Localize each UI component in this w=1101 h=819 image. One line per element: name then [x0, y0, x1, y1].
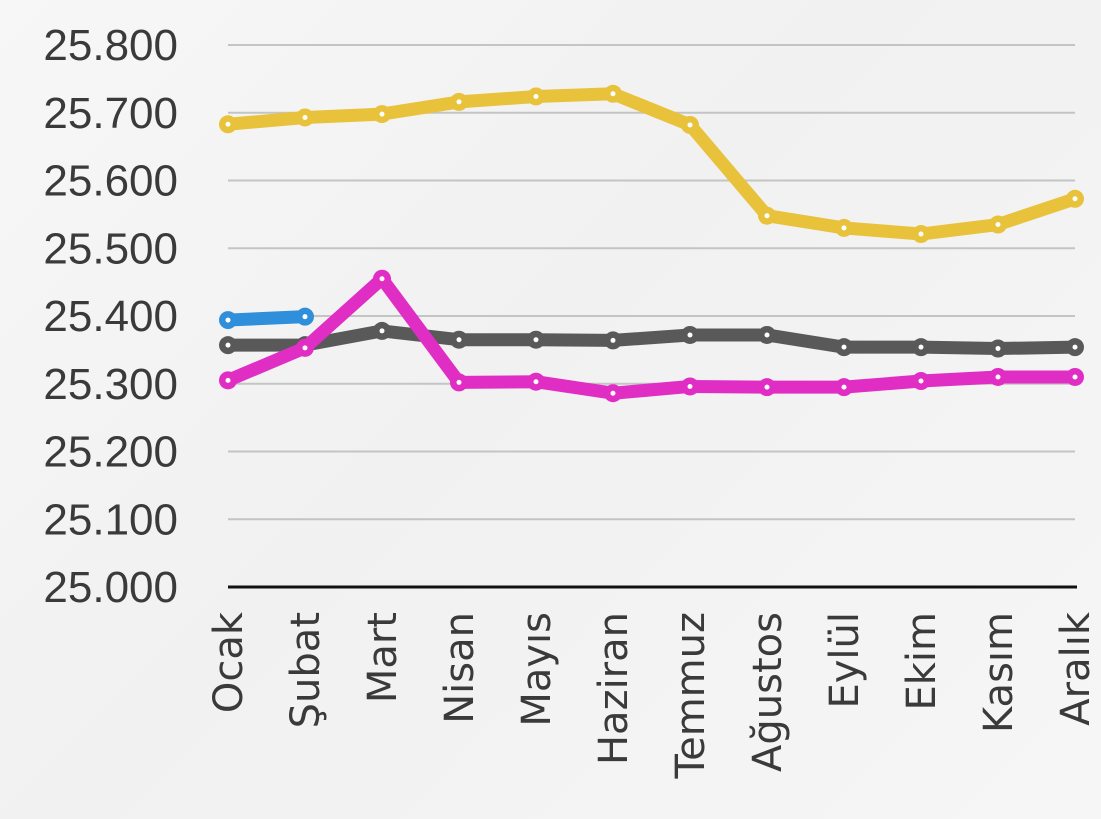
data-point-center	[302, 314, 308, 320]
series-line	[221, 272, 1082, 400]
series-3	[219, 307, 314, 330]
y-tick-label: 25.600	[43, 157, 178, 206]
data-point-center	[764, 384, 770, 390]
data-point-center	[533, 93, 539, 99]
series-2	[219, 269, 1084, 403]
data-point-center	[456, 337, 462, 343]
x-tick-label: Mart	[360, 612, 406, 703]
data-point-center	[379, 276, 385, 282]
y-tick-label: 25.100	[43, 495, 178, 544]
data-point-center	[995, 374, 1001, 380]
data-point-center	[764, 213, 770, 219]
x-axis-ticks: Ocak Şubat Mart Nisan Mayıs Haziran Temmuz Ağus…	[206, 611, 1099, 779]
data-point-center	[533, 379, 539, 385]
data-point-center	[225, 377, 231, 383]
data-point-center	[225, 342, 231, 348]
data-point-center	[841, 344, 847, 350]
data-point-center	[995, 222, 1001, 228]
x-tick-label: Mayıs	[514, 612, 560, 727]
y-tick-label: 25.700	[43, 89, 178, 138]
data-point-center	[379, 328, 385, 334]
data-point-center	[610, 337, 616, 343]
x-tick-label: Şubat	[283, 612, 329, 728]
data-point-center	[1072, 374, 1078, 380]
x-tick-label: Aralık	[1053, 611, 1099, 726]
data-point-center	[995, 346, 1001, 352]
data-point-center	[610, 390, 616, 396]
y-tick-label: 25.000	[43, 563, 178, 612]
data-point-center	[456, 379, 462, 385]
x-tick-label: Kasım	[976, 612, 1022, 733]
series-1	[219, 321, 1084, 358]
data-point-center	[610, 91, 616, 97]
data-point-center	[302, 345, 308, 351]
y-tick-label: 25.800	[43, 21, 178, 70]
y-axis-ticks: 25.000 25.100 25.200 25.300 25.400 25.500 25.6…	[43, 21, 178, 612]
series-0	[219, 84, 1084, 244]
x-tick-label: Ekim	[899, 612, 945, 711]
y-tick-label: 25.500	[43, 224, 178, 273]
data-point-center	[687, 122, 693, 128]
data-point-center	[687, 332, 693, 338]
data-point-center	[687, 383, 693, 389]
series-line	[221, 87, 1082, 241]
data-point-center	[764, 332, 770, 338]
y-tick-label: 25.200	[43, 428, 178, 477]
data-point-center	[225, 317, 231, 323]
data-point-center	[456, 99, 462, 105]
data-point-center	[302, 114, 308, 120]
x-tick-label: Ağustos	[745, 612, 791, 772]
data-point-center	[841, 225, 847, 231]
x-tick-label: Nisan	[437, 612, 483, 724]
data-point-center	[918, 344, 924, 350]
data-point-center	[1072, 344, 1078, 350]
x-tick-label: Temmuz	[668, 612, 714, 780]
y-tick-label: 25.300	[43, 360, 178, 409]
x-tick-label: Eylül	[822, 612, 868, 709]
data-point-center	[918, 378, 924, 384]
data-point-center	[533, 337, 539, 343]
data-point-center	[918, 231, 924, 237]
y-tick-label: 25.400	[43, 292, 178, 341]
data-point-center	[379, 111, 385, 117]
series-group	[219, 84, 1084, 403]
data-point-center	[225, 121, 231, 127]
x-tick-label: Ocak	[206, 611, 252, 713]
data-point-center	[1072, 196, 1078, 202]
x-tick-label: Haziran	[591, 612, 637, 765]
series-line	[221, 310, 312, 327]
data-point-center	[841, 384, 847, 390]
series-line	[221, 324, 1082, 356]
